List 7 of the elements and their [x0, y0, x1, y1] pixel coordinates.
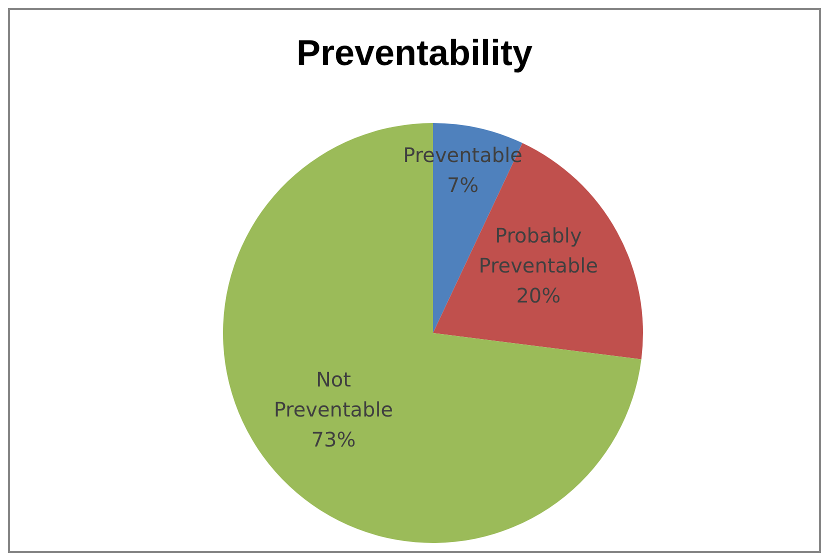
data-label: 73%: [311, 428, 356, 452]
data-label: 20%: [516, 284, 561, 308]
pie-slice: [223, 123, 642, 543]
chart-title: Preventability: [295, 32, 534, 74]
slice-label: Probably Preventable: [478, 224, 598, 278]
slice-label: Not Preventable: [274, 368, 394, 422]
data-label: 7%: [446, 174, 479, 198]
